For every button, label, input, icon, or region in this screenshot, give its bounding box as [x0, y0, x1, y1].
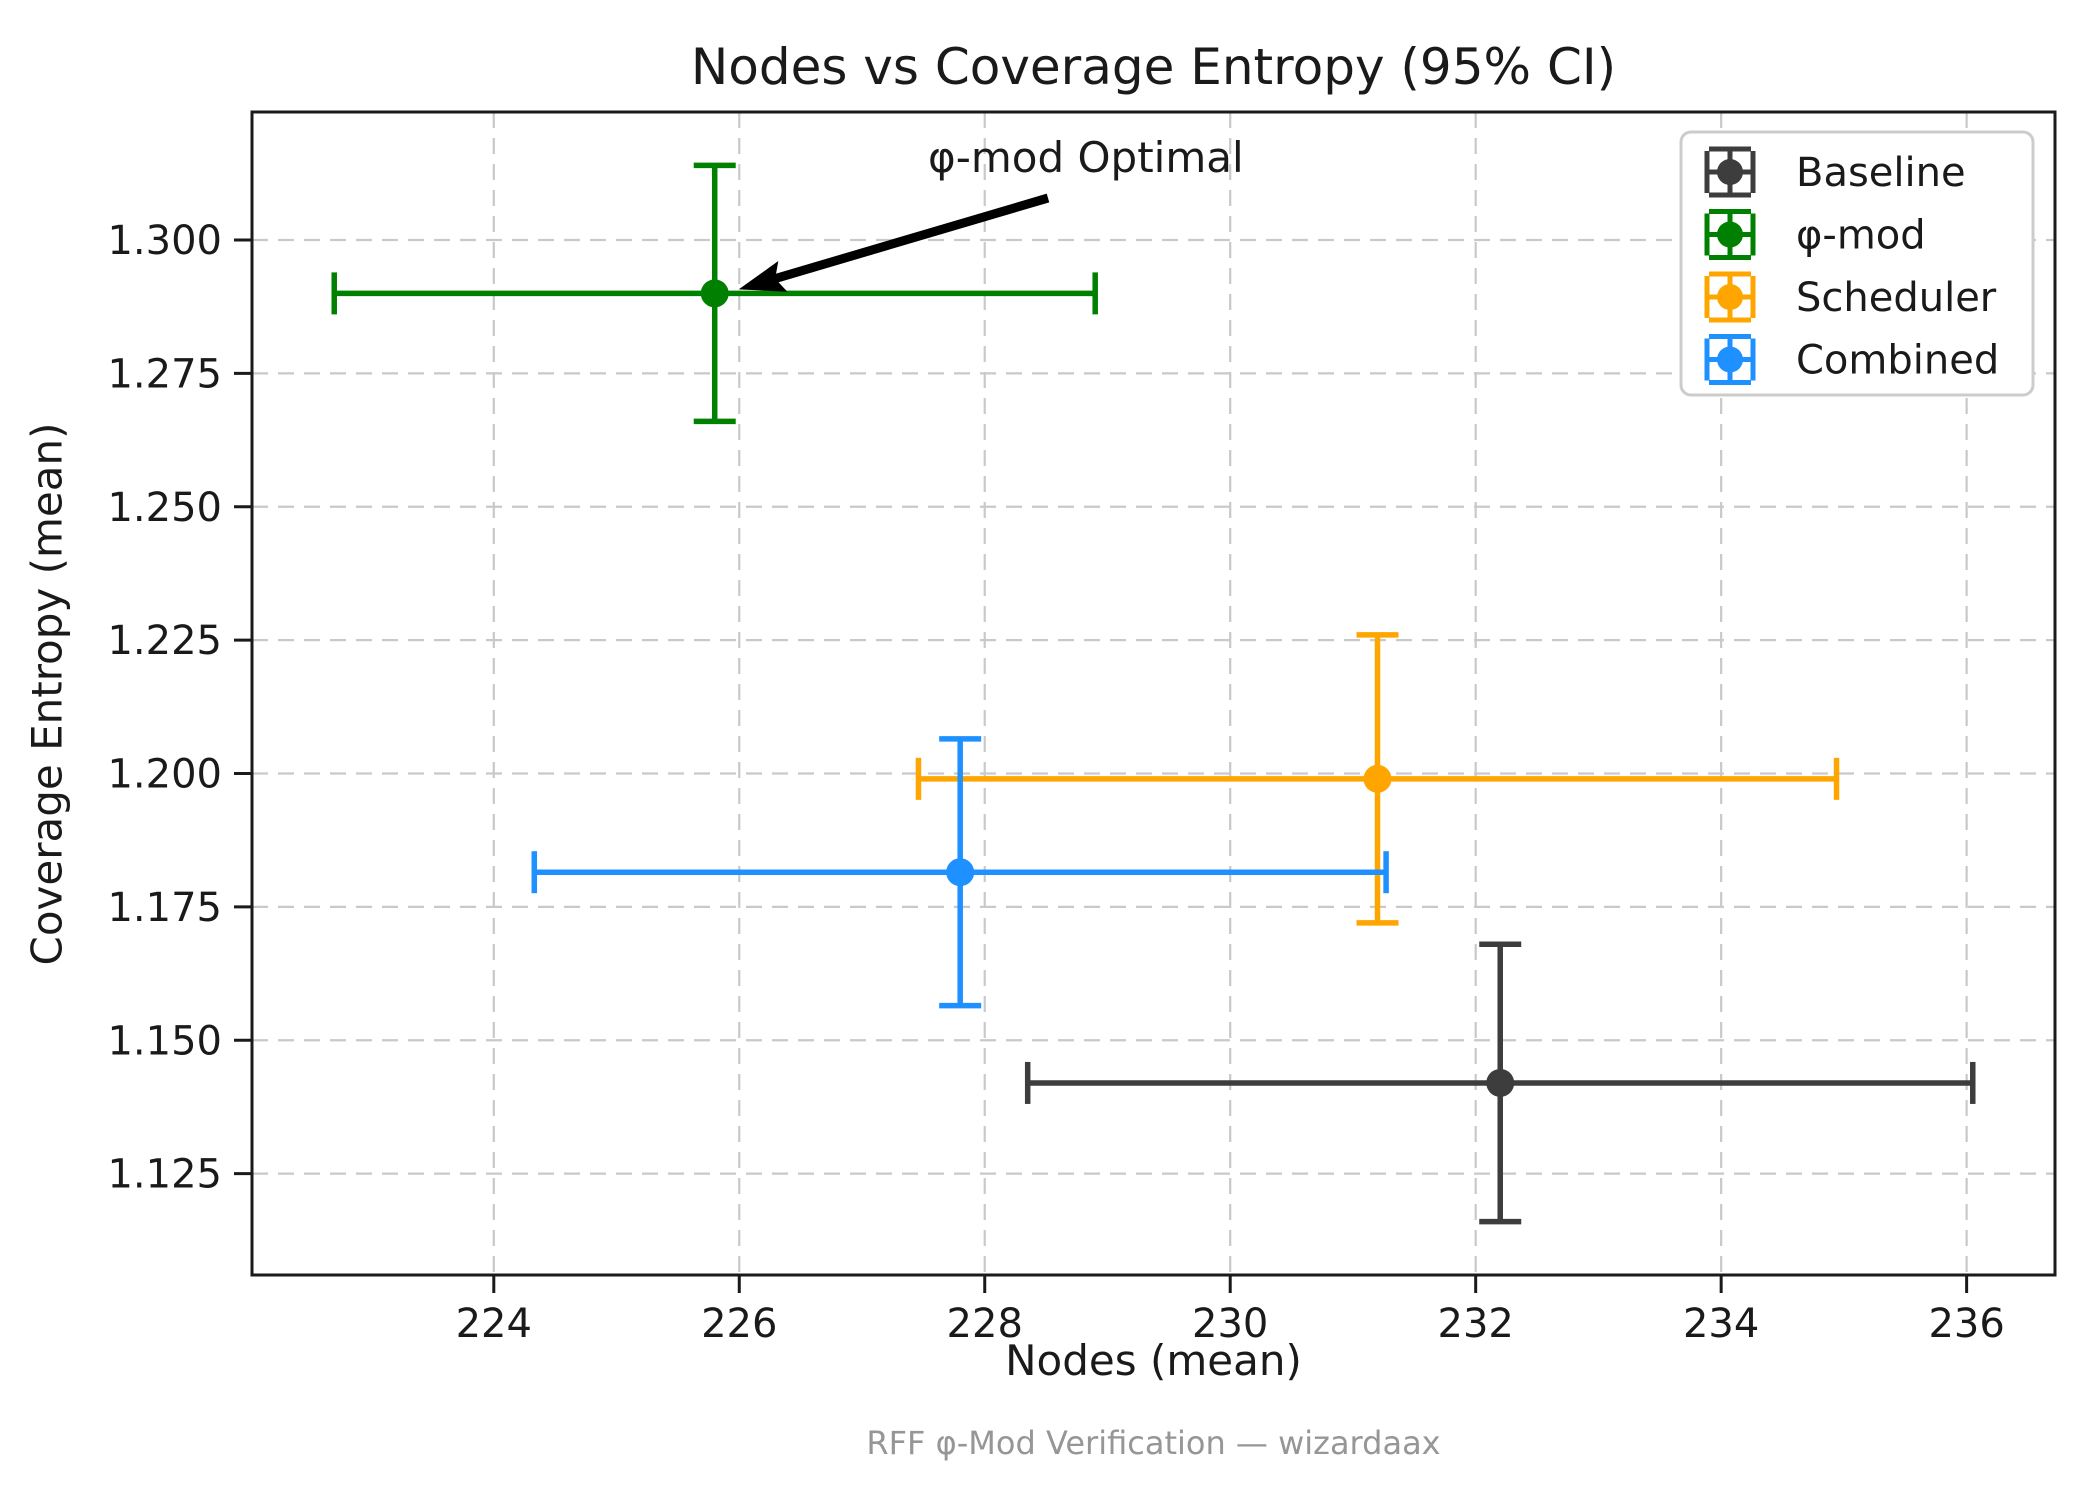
y-tick-label: 1.275 [107, 351, 222, 397]
legend-item-combined: Combined [1704, 334, 1999, 385]
x-tick-label: 232 [1438, 1301, 1514, 1347]
annotation-label: φ-mod Optimal [928, 133, 1244, 182]
x-axis-label: Nodes (mean) [1005, 1336, 1302, 1385]
data-point-scheduler [1363, 764, 1392, 793]
legend-marker-dot [1717, 346, 1743, 373]
errorbar-phi-mod [331, 162, 1098, 425]
x-tick-label: 224 [456, 1301, 532, 1347]
legend-item-scheduler: Scheduler [1704, 271, 1997, 323]
y-tick-label: 1.250 [107, 485, 222, 531]
x-tick-label: 236 [1928, 1301, 2004, 1347]
y-tick-label: 1.200 [107, 752, 222, 798]
data-point-baseline [1486, 1068, 1515, 1097]
footer-caption: RFF φ-Mod Verification — wizardaax [866, 1424, 1441, 1462]
legend-box [1679, 130, 2035, 397]
annotation-arrow-head [738, 261, 788, 292]
chart-title: Nodes vs Coverage Entropy (95% CI) [690, 38, 1617, 96]
legend-marker-dot [1717, 221, 1743, 248]
y-tick-label: 1.175 [107, 885, 222, 931]
legend-item-baseline: Baseline [1704, 146, 1966, 198]
x-tick-label: 228 [947, 1301, 1023, 1347]
legend-marker-dot [1717, 284, 1743, 310]
x-tick-label: 230 [1192, 1301, 1268, 1347]
errorbar-scheduler [915, 632, 1840, 926]
y-tick-label: 1.150 [107, 1018, 222, 1064]
x-tick-label: 226 [701, 1301, 777, 1347]
legend-item-phi-mod: φ-mod [1704, 209, 1926, 260]
x-tick-label: 234 [1683, 1301, 1759, 1347]
data-point-phi-mod [700, 279, 729, 308]
errorbar-baseline [1024, 941, 1976, 1225]
legend-label: Scheduler [1796, 275, 1997, 321]
legend-label: φ-mod [1796, 213, 1926, 259]
legend-label: Combined [1796, 338, 1999, 384]
y-axis-label: Coverage Entropy (mean) [22, 422, 72, 966]
legend-label: Baseline [1796, 150, 1966, 196]
errorbar-combined [531, 736, 1389, 1009]
legend-marker-dot [1717, 159, 1743, 185]
y-tick-label: 1.225 [107, 618, 222, 664]
y-tick-label: 1.125 [107, 1152, 222, 1198]
data-point-combined [946, 858, 975, 887]
y-tick-label: 1.300 [107, 218, 222, 264]
annotation-arrow-shaft [771, 193, 1050, 284]
axes-frame [250, 110, 2057, 1277]
